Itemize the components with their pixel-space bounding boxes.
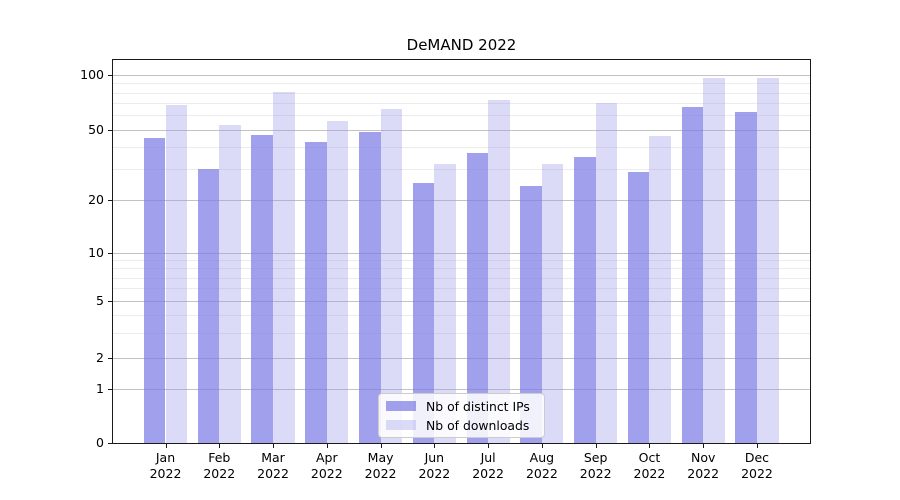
y-tick-mark <box>108 389 112 390</box>
major-gridline <box>113 358 810 359</box>
x-tick-mark <box>541 444 543 448</box>
x-tick-label: Sep 2022 <box>579 450 612 481</box>
bar-downloads-jan <box>165 105 188 443</box>
x-tick-label: Nov 2022 <box>687 450 720 481</box>
plot-area <box>112 59 811 444</box>
x-tick-label: Jun 2022 <box>418 450 451 481</box>
y-tick-mark <box>108 358 112 359</box>
major-gridline <box>113 74 810 76</box>
minor-gridline <box>113 314 810 316</box>
bar-ips-jun <box>412 182 435 443</box>
minor-gridline <box>113 83 810 85</box>
bar-ips-dec <box>735 111 757 443</box>
y-tick-label: 0 <box>96 435 104 450</box>
bar-ips-jan <box>143 138 166 443</box>
bar-downloads-oct <box>649 136 672 443</box>
y-tick-mark <box>108 301 112 302</box>
major-gridline <box>113 389 810 390</box>
y-tick-mark <box>108 443 112 444</box>
x-tick-label: Feb 2022 <box>203 450 236 481</box>
bar-downloads-may <box>380 109 403 443</box>
bar-ips-mar <box>251 134 274 443</box>
x-tick-mark <box>649 444 651 448</box>
x-tick-mark <box>488 444 490 448</box>
major-gridline <box>113 253 810 254</box>
bar-downloads-dec <box>756 77 779 443</box>
y-tick-label: 1 <box>96 381 104 396</box>
major-gridline <box>113 301 810 302</box>
minor-gridline <box>113 260 810 262</box>
chart-title: DeMAND 2022 <box>406 36 517 54</box>
major-gridline <box>113 200 810 201</box>
y-tick-label: 100 <box>80 66 104 82</box>
bar-downloads-nov <box>703 77 725 443</box>
x-tick-label: Oct 2022 <box>633 450 666 481</box>
minor-gridline <box>113 169 810 171</box>
bar-ips-may <box>358 131 381 443</box>
x-tick-label: Dec 2022 <box>741 450 773 481</box>
legend-swatch-distinct-ips-icon <box>386 401 416 411</box>
x-tick-label: Apr 2022 <box>310 450 343 481</box>
y-tick-label: 5 <box>96 293 104 308</box>
y-tick-label: 20 <box>88 192 104 207</box>
bar-ips-feb <box>197 169 220 443</box>
bar-downloads-aug <box>541 164 564 443</box>
x-tick-mark <box>326 444 328 448</box>
bar-ips-oct <box>627 171 650 443</box>
y-tick-mark <box>108 200 112 201</box>
y-tick-mark <box>108 130 112 131</box>
y-tick-mark <box>108 253 112 254</box>
legend-swatch-downloads-icon <box>386 420 416 430</box>
x-tick-mark <box>165 444 167 448</box>
x-tick-mark <box>703 444 705 448</box>
minor-gridline <box>113 332 810 334</box>
bar-downloads-feb <box>219 125 241 443</box>
x-tick-label: Jul 2022 <box>472 450 505 481</box>
legend-entry-distinct-ips: Nb of distinct IPs <box>379 399 544 414</box>
x-tick-label: Jan 2022 <box>149 450 182 481</box>
x-tick-label: May 2022 <box>364 450 397 481</box>
legend-label-distinct-ips: Nb of distinct IPs <box>426 398 530 414</box>
y-tick-label: 50 <box>88 122 104 137</box>
x-tick-mark <box>273 444 275 448</box>
legend-label-downloads: Nb of downloads <box>426 417 530 433</box>
bar-downloads-jun <box>434 164 456 443</box>
y-tick-label: 10 <box>88 245 104 260</box>
y-tick-mark <box>108 74 112 76</box>
minor-gridline <box>113 268 810 270</box>
minor-gridline <box>113 115 810 117</box>
x-tick-mark <box>219 444 221 448</box>
x-tick-label: Aug 2022 <box>525 450 558 481</box>
minor-gridline <box>113 277 810 279</box>
legend-entry-downloads: Nb of downloads <box>379 418 544 433</box>
x-tick-mark <box>595 444 597 448</box>
minor-gridline <box>113 103 810 105</box>
bar-downloads-jul <box>488 99 510 443</box>
bar-ips-aug <box>520 186 542 443</box>
bar-downloads-apr <box>326 120 349 443</box>
bar-ips-jul <box>466 153 489 443</box>
y-tick-label: 2 <box>96 350 104 365</box>
bar-ips-nov <box>681 106 704 443</box>
bar-downloads-sep <box>595 103 618 443</box>
major-gridline <box>113 130 810 131</box>
minor-gridline <box>113 288 810 290</box>
x-tick-mark <box>380 444 382 448</box>
bar-ips-apr <box>305 141 327 443</box>
legend: Nb of distinct IPs Nb of downloads <box>378 393 545 438</box>
x-tick-label: Mar 2022 <box>257 450 289 481</box>
bar-ips-sep <box>574 157 596 443</box>
minor-gridline <box>113 92 810 94</box>
x-tick-mark <box>756 444 758 448</box>
x-tick-mark <box>434 444 436 448</box>
minor-gridline <box>113 147 810 149</box>
bar-downloads-mar <box>273 91 295 443</box>
